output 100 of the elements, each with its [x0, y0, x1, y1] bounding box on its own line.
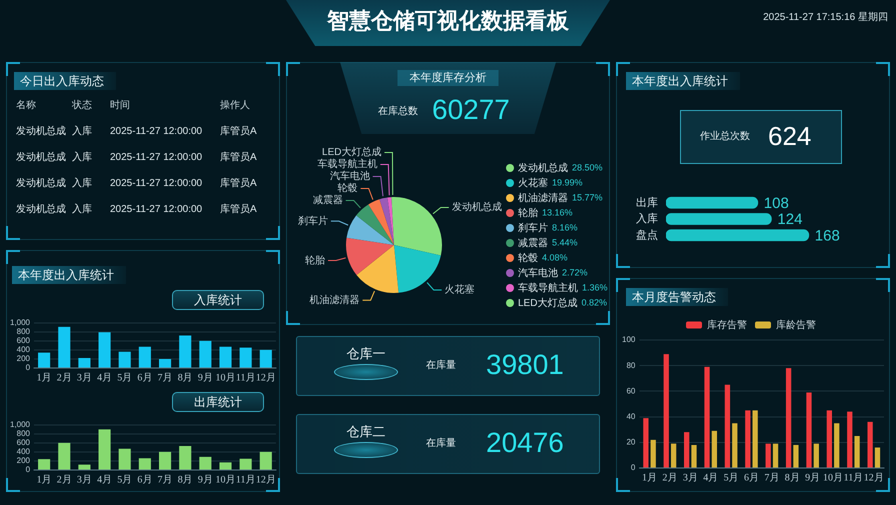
bar [240, 458, 252, 470]
data-label: 8.16% [552, 222, 578, 232]
bar [199, 456, 212, 470]
legend-label: 汽车电池 [518, 266, 558, 279]
text: 2025-11-27 12:00:00 [110, 178, 202, 190]
y-tick-label: 600 [16, 438, 31, 448]
text: 入库 [72, 204, 92, 216]
text: 2025-11-27 12:00:00 [110, 204, 202, 216]
bar [138, 346, 151, 368]
bar [793, 444, 799, 468]
bar [159, 452, 172, 470]
x-tick-label: 5月 [724, 472, 739, 484]
text: 智慧仓储可视化数据看板 [327, 8, 569, 34]
bar [684, 432, 690, 468]
legend-label: 车载导航主机 [518, 282, 578, 294]
x-tick-label: 11月 [844, 472, 864, 484]
text: 2025-11-27 12:00:00 [110, 152, 202, 164]
x-tick-label: 5月 [117, 474, 132, 486]
slice-label: 刹车片 [298, 214, 328, 227]
category-label: 状态 [72, 100, 92, 112]
y-tick-label: 0 [26, 363, 31, 372]
text: 库管员A [220, 126, 257, 138]
bar [98, 332, 111, 368]
data-label: 124 [777, 211, 802, 228]
data-label: 13.16% [542, 207, 573, 218]
bar [826, 410, 832, 468]
y-tick-label: 60 [626, 386, 636, 396]
x-tick-label: 3月 [76, 372, 92, 384]
text: 本年度库存分析 [398, 70, 498, 86]
bar [854, 436, 860, 468]
x-tick-label: 2月 [56, 474, 72, 486]
bar [786, 368, 792, 468]
bar [643, 418, 649, 468]
x-tick-label: 1月 [36, 474, 52, 486]
data-label: 15.77% [572, 192, 603, 202]
slice-label: 减震器 [312, 194, 343, 206]
bar [179, 446, 192, 470]
text: 发动机总成 [16, 126, 66, 138]
x-tick-label: 2月 [662, 472, 678, 484]
chart-title: 本年度出入库统计 [12, 266, 126, 284]
y-tick-label: 出库 [636, 196, 658, 209]
x-tick-label: 6月 [744, 472, 759, 484]
bar [670, 444, 676, 468]
chart-subtitle: 入库统计 [194, 293, 242, 307]
bar [867, 422, 873, 468]
legend-label: 刹车片 [518, 222, 548, 234]
series-label: 在库量 [426, 360, 456, 372]
y-tick-label: 40 [626, 412, 636, 422]
bar [691, 444, 697, 468]
category-label: 操作人 [220, 100, 250, 112]
bar [704, 366, 710, 468]
data-label: 5.44% [552, 237, 578, 248]
text: 2025-11-27 12:00:00 [110, 126, 202, 138]
y-tick-label: 400 [16, 345, 31, 354]
x-tick-label: 5月 [117, 372, 132, 384]
y-tick-label: 80 [626, 360, 636, 370]
bar [199, 340, 212, 368]
y-tick-label: 入库 [636, 212, 658, 226]
x-tick-label: 12月 [256, 372, 276, 384]
slice-label: 机油滤清器 [310, 294, 360, 306]
category-label: 时间 [110, 100, 130, 112]
slice-label: 火花塞 [444, 284, 475, 296]
bar [814, 444, 819, 468]
text: 本年度出入库统计 [626, 72, 740, 90]
legend-label: 库龄告警 [776, 318, 816, 331]
text: 入库 [72, 126, 92, 138]
bar [118, 448, 131, 470]
slice-label: 轮毂 [338, 182, 358, 194]
x-tick-label: 8月 [784, 472, 800, 484]
text: 发动机总成 [16, 152, 66, 164]
bar [179, 335, 192, 368]
y-tick-label: 200 [16, 456, 31, 466]
category-label: 作业总次数 [700, 131, 750, 143]
text: 入库 [72, 178, 92, 190]
data-label: 2.72% [562, 267, 588, 278]
x-tick-label: 3月 [682, 472, 698, 484]
x-tick-label: 4月 [703, 472, 718, 484]
x-tick-label: 1月 [642, 472, 658, 484]
text: 今日出入库动态 [14, 72, 116, 90]
legend-label: 库存告警 [707, 318, 747, 331]
y-tick-label: 100 [622, 335, 636, 344]
text: 入库 [72, 152, 92, 164]
x-tick-label: 12月 [256, 474, 276, 486]
x-tick-label: 11月 [236, 372, 256, 384]
bar [260, 350, 272, 368]
bar [219, 346, 232, 368]
data-label: 19.99% [552, 177, 583, 188]
x-tick-label: 2月 [56, 372, 72, 384]
y-tick-label: 0 [26, 465, 31, 474]
legend-label: 轮胎 [518, 206, 538, 219]
x-tick-label: 10月 [216, 372, 236, 384]
x-tick-label: 9月 [805, 472, 820, 484]
x-tick-label: 7月 [158, 372, 173, 384]
bar [138, 458, 151, 470]
x-tick-label: 11月 [236, 474, 256, 486]
bar [78, 464, 90, 470]
bar [219, 462, 232, 470]
data-label: 0.82% [581, 297, 607, 308]
x-tick-label: 7月 [764, 472, 780, 484]
text: 库管员A [220, 178, 257, 190]
